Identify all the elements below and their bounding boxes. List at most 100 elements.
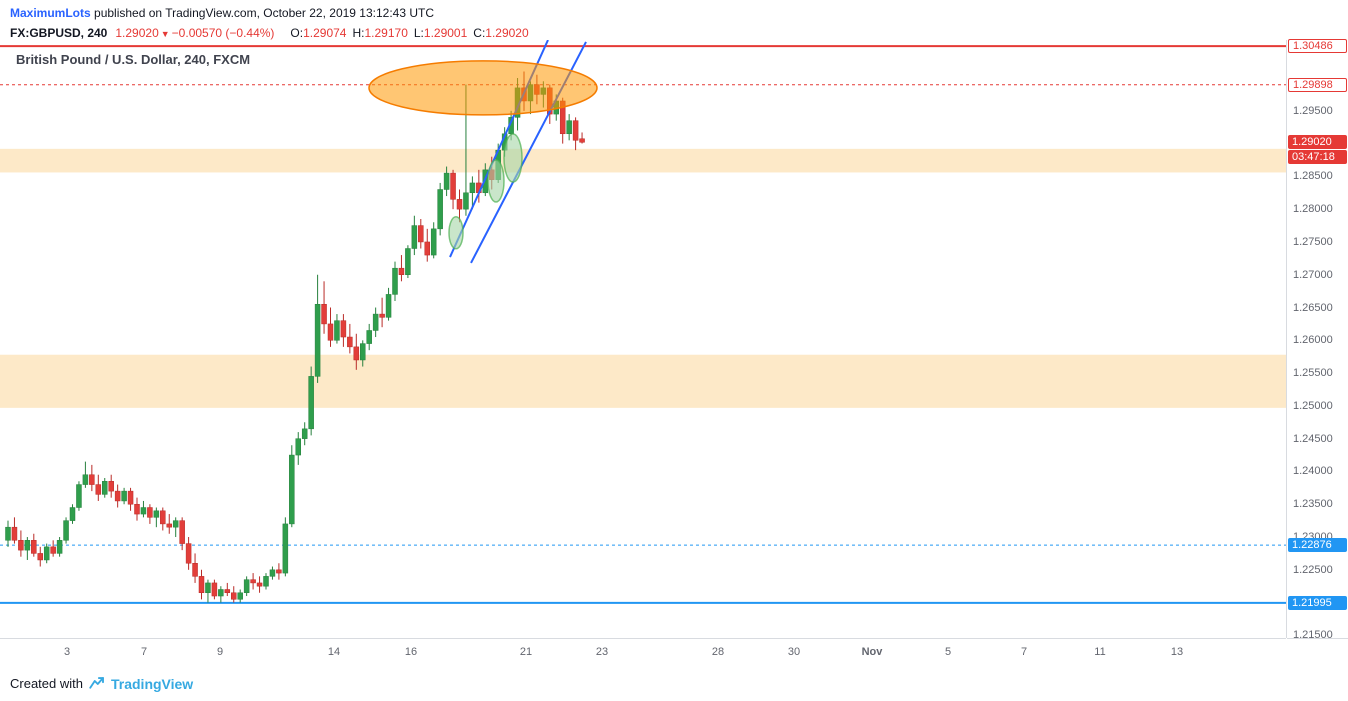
time-axis-label: 9 <box>216 646 224 658</box>
highlight-ellipse[interactable] <box>503 133 523 183</box>
time-axis-label: 3 <box>63 646 71 658</box>
candle-body <box>276 569 282 574</box>
ohlc-value: 1.29001 <box>423 26 468 40</box>
ohlc-label: C: <box>473 26 486 40</box>
candle-body <box>411 225 418 249</box>
candle-body <box>56 540 63 554</box>
time-axis-label: 11 <box>1094 646 1106 658</box>
ohlc-label: O: <box>290 26 304 40</box>
tradingview-logo-icon[interactable] <box>88 675 106 693</box>
highlight-ellipse[interactable] <box>368 60 598 116</box>
candle-body <box>301 428 308 439</box>
candle-body <box>327 323 334 341</box>
price-axis-label: 1.27500 <box>1293 234 1333 249</box>
supply-demand-zone[interactable] <box>0 148 1286 173</box>
price-axis-label: 1.28000 <box>1293 202 1333 217</box>
symbol-name: FX:GBPUSD, 240 <box>10 26 108 40</box>
candle-body <box>140 507 147 515</box>
candle-body <box>153 510 160 518</box>
candle-body <box>269 569 276 577</box>
candle-body <box>134 503 140 515</box>
candle-body <box>256 582 263 587</box>
candle-body <box>69 507 76 521</box>
candle-body <box>114 490 121 502</box>
candle-body <box>172 520 179 528</box>
candle-body <box>424 241 430 256</box>
candle-body <box>321 303 327 325</box>
time-axis-label: 16 <box>404 646 418 658</box>
candle-body <box>405 248 411 275</box>
candle-body <box>231 592 237 600</box>
support-line-label[interactable]: 1.22876 <box>1288 538 1347 553</box>
ohlc-value: 1.29074 <box>303 26 347 40</box>
candle-body <box>192 563 198 577</box>
ohlc-value: 1.29170 <box>364 26 408 40</box>
attribution-line: MaximumLots published on TradingView.com… <box>0 0 1348 26</box>
candle-body <box>385 294 392 318</box>
ohlc-value: 1.29020 <box>485 26 529 40</box>
ohlc-label: H: <box>352 26 365 40</box>
chart-legend-title: British Pound / U.S. Dollar, 240, FXCM <box>16 52 251 67</box>
candle-body <box>211 582 218 597</box>
candle-body <box>443 172 450 190</box>
time-axis-label: 7 <box>1020 646 1028 658</box>
prior-high-line-label[interactable]: 1.29898 <box>1288 77 1347 92</box>
last-price-label[interactable]: 1.29020 <box>1288 135 1347 150</box>
candle-body <box>166 523 172 528</box>
candle-body <box>121 490 127 502</box>
price-change: −0.00570 (−0.44%) <box>171 26 275 40</box>
support-line-label-2[interactable]: 1.21995 <box>1288 595 1347 610</box>
candle-body <box>63 520 69 541</box>
price-axis-label: 1.22500 <box>1293 562 1333 577</box>
candle-body <box>198 576 205 594</box>
candle-body <box>463 192 469 210</box>
price-axis[interactable]: 1.29500 1.28500 1.28000 1.27500 1.27000 1.265… <box>1287 39 1348 643</box>
candle-body <box>160 510 166 525</box>
candle-body <box>360 343 366 361</box>
candle-body <box>43 546 50 561</box>
chart-canvas[interactable] <box>0 40 1286 638</box>
price-axis-label: 1.27000 <box>1293 267 1333 282</box>
candle-body <box>11 526 18 541</box>
candle-body <box>579 138 585 143</box>
candle-body <box>185 543 192 564</box>
candle-body <box>334 320 340 341</box>
candle-body <box>572 120 579 141</box>
time-axis-label: 7 <box>140 646 148 658</box>
time-axis-label: 14 <box>327 646 341 658</box>
resistance-line-label[interactable]: 1.30486 <box>1288 39 1347 54</box>
highlight-ellipse[interactable] <box>448 216 464 250</box>
candle-body <box>95 484 102 495</box>
ohlc-label: L: <box>413 26 424 40</box>
candle-body <box>347 336 353 348</box>
bar-countdown-label[interactable]: 03:47:18 <box>1288 150 1347 165</box>
supply-demand-zone[interactable] <box>0 354 1286 408</box>
price-axis-label: 1.29500 <box>1293 103 1333 118</box>
ohlc-values: O:1.29074 H:1.29170 L:1.29001 C:1.29020 <box>284 26 528 40</box>
candle-body <box>218 589 224 597</box>
created-with-text: Created with <box>10 676 83 691</box>
candle-body <box>430 228 437 256</box>
candle-body <box>205 582 211 594</box>
candle-body <box>102 481 108 495</box>
time-axis-label: 23 <box>595 646 609 658</box>
candle-body <box>469 182 476 194</box>
author-link[interactable]: MaximumLots <box>10 6 91 20</box>
price-chart[interactable]: British Pound / U.S. Dollar, 240, FXCM <box>0 40 1287 638</box>
candle-body <box>179 520 185 544</box>
candle-body <box>82 474 89 485</box>
candle-body <box>353 346 360 361</box>
down-arrow-icon: ▼ <box>160 29 170 39</box>
candle-body <box>456 199 463 210</box>
price-axis-label: 1.24500 <box>1293 431 1333 446</box>
candle-body <box>566 120 572 135</box>
candle-body <box>18 540 24 551</box>
candle-body <box>340 320 347 338</box>
time-axis[interactable]: 3 7 9 14 16 21 23 28 30 Nov 5 7 11 13 <box>0 638 1286 667</box>
candle-body <box>108 481 114 492</box>
candle-body <box>250 579 256 584</box>
price-axis-label: 1.25500 <box>1293 366 1333 381</box>
candle-body <box>31 540 37 554</box>
highlight-ellipse[interactable] <box>487 159 505 203</box>
tradingview-wordmark[interactable]: TradingView <box>110 675 194 692</box>
